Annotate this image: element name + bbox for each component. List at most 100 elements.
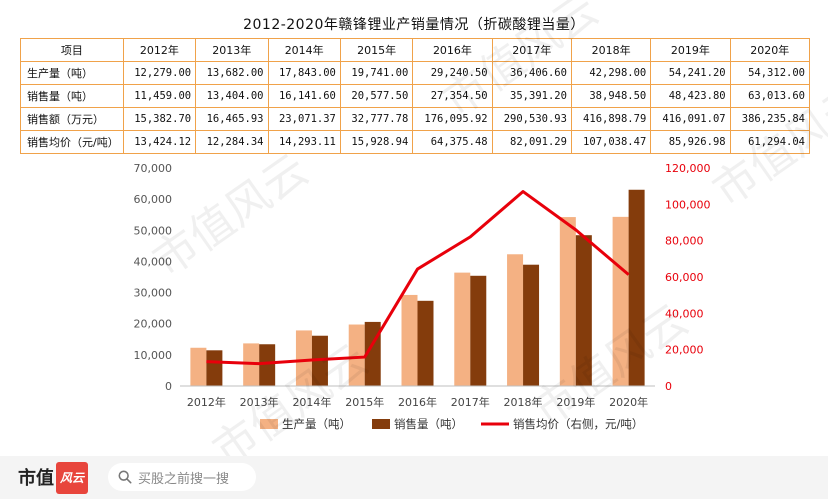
table-row-label: 生产量（吨）	[20, 61, 124, 85]
y-right-tick-label: 120,000	[665, 162, 711, 175]
table-cell: 11,459.00	[122, 84, 197, 108]
bar-production	[295, 330, 312, 386]
table-row-label: 销售额（万元）	[20, 107, 124, 131]
y-right-tick-label: 80,000	[665, 235, 704, 248]
table-cell: 64,375.48	[412, 130, 493, 154]
bar-production	[401, 294, 418, 386]
footer-bar: 市值 风云 买股之前搜一搜	[0, 456, 828, 499]
table-cell: 82,091.29	[491, 130, 572, 154]
brand-name: 市值	[18, 468, 54, 489]
x-tick-label: 2014年	[292, 395, 331, 409]
table-cell: 54,312.00	[729, 61, 811, 85]
table-cell: 36,406.60	[491, 61, 572, 85]
y-right-tick-label: 0	[665, 380, 672, 393]
table-header-year: 2018年	[570, 38, 652, 62]
table-cell: 32,777.78	[339, 107, 414, 131]
bar-production	[348, 324, 365, 386]
bar-sales	[628, 189, 645, 386]
x-tick-label: 2015年	[345, 395, 384, 409]
brand-mark: 风云	[56, 462, 89, 494]
data-table: 项目 2012年 2013年 2014年 2015年 2016年 2017年 2018年 20…	[20, 38, 811, 154]
table-row-label: 销售量（吨）	[20, 84, 124, 108]
table-header-year: 2015年	[339, 38, 414, 62]
table-row: 销售均价（元/吨） 13,424.12 12,284.34 14,293.11 15,9…	[20, 130, 811, 154]
table-cell: 290,530.93	[491, 107, 572, 131]
y-left-tick-label: 20,000	[134, 318, 173, 331]
table-cell: 386,235.84	[729, 107, 811, 131]
table-cell: 176,095.92	[412, 107, 493, 131]
y-right-tick-label: 60,000	[665, 271, 704, 284]
bar-production	[507, 254, 524, 386]
y-left-tick-label: 40,000	[134, 255, 173, 268]
brand-logo[interactable]: 市值 风云	[18, 462, 89, 494]
table-cell: 63,013.60	[729, 84, 811, 108]
table-cell: 14,293.11	[267, 130, 341, 154]
table-cell: 23,071.37	[267, 107, 341, 131]
table-cell: 54,241.20	[650, 61, 731, 85]
table-header-year: 2019年	[650, 38, 731, 62]
bar-sales	[523, 264, 540, 386]
bar-sales	[206, 350, 223, 386]
table-cell: 13,682.00	[195, 61, 269, 85]
table-cell: 13,404.00	[195, 84, 269, 108]
legend-swatch	[372, 419, 390, 429]
table-header-row: 项目 2012年 2013年 2014年 2015年 2016年 2017年 2018年 20…	[20, 38, 811, 62]
table-cell: 27,354.50	[412, 84, 493, 108]
table-row: 生产量（吨） 12,279.00 13,682.00 17,843.00 19,741.…	[20, 61, 811, 85]
x-tick-label: 2013年	[240, 395, 279, 409]
x-tick-label: 2016年	[398, 395, 437, 409]
report-card: 2012-2020年赣锋锂业产销量情况（折碳酸锂当量） 项目 2012年 2013…	[20, 0, 828, 478]
x-tick-label: 2018年	[504, 395, 543, 409]
y-right-tick-label: 100,000	[665, 198, 711, 211]
legend-swatch	[260, 419, 278, 429]
bar-sales	[470, 275, 487, 386]
table-header-year: 2020年	[729, 38, 811, 62]
table-cell: 107,038.47	[570, 130, 652, 154]
table-cell: 35,391.20	[491, 84, 572, 108]
table-header-year: 2016年	[412, 38, 493, 62]
y-left-tick-label: 30,000	[134, 287, 173, 300]
table-cell: 416,091.07	[650, 107, 731, 131]
table-cell: 17,843.00	[267, 61, 341, 85]
legend-label: 销售量（吨）	[394, 417, 463, 431]
table-cell: 16,141.60	[267, 84, 341, 108]
table-row-label: 销售均价（元/吨）	[20, 130, 124, 154]
table-row: 销售量（吨） 11,459.00 13,404.00 16,141.60 20,577.…	[20, 84, 811, 108]
y-right-tick-label: 20,000	[665, 344, 704, 357]
table-cell: 61,294.04	[729, 130, 811, 154]
table-cell: 48,423.80	[650, 84, 731, 108]
bar-production	[612, 216, 629, 386]
x-tick-label: 2019年	[556, 395, 595, 409]
x-tick-label: 2017年	[451, 395, 490, 409]
table-cell: 13,424.12	[122, 130, 197, 154]
table-cell: 16,465.93	[195, 107, 269, 131]
table-cell: 42,298.00	[570, 61, 652, 85]
search-placeholder: 买股之前搜一搜	[138, 471, 230, 487]
table-cell: 15,928.94	[339, 130, 414, 154]
table-cell: 38,948.50	[570, 84, 652, 108]
legend-label: 销售均价（右侧，元/吨）	[513, 417, 643, 431]
y-left-tick-label: 50,000	[134, 224, 173, 237]
table-cell: 85,926.98	[650, 130, 731, 154]
y-left-tick-label: 10,000	[134, 349, 173, 362]
bar-production	[454, 272, 471, 386]
chart-canvas: 0 10,000 20,000 30,000 40,000 50,000 60,000 70,…	[134, 162, 711, 431]
table-cell: 416,898.79	[570, 107, 652, 131]
x-tick-label: 2012年	[187, 395, 226, 409]
bar-sales	[259, 344, 276, 386]
table-row: 销售额（万元） 15,382.70 16,465.93 23,071.37 32,777…	[20, 107, 811, 131]
table-cell: 19,741.00	[339, 61, 414, 85]
legend-label: 生产量（吨）	[282, 417, 351, 431]
price-line	[206, 190, 630, 366]
table-header-year: 2017年	[491, 38, 572, 62]
table-title: 2012-2020年赣锋锂业产销量情况（折碳酸锂当量）	[243, 17, 585, 33]
bar-sales	[575, 235, 592, 386]
table-header-label: 项目	[20, 38, 124, 62]
x-tick-label: 2020年	[609, 395, 648, 409]
table-cell: 12,279.00	[122, 61, 197, 85]
y-right-tick-label: 40,000	[665, 307, 704, 320]
table-cell: 15,382.70	[122, 107, 197, 131]
search-box[interactable]: 买股之前搜一搜	[108, 463, 256, 491]
bar-production	[559, 217, 576, 386]
table-cell: 20,577.50	[339, 84, 414, 108]
